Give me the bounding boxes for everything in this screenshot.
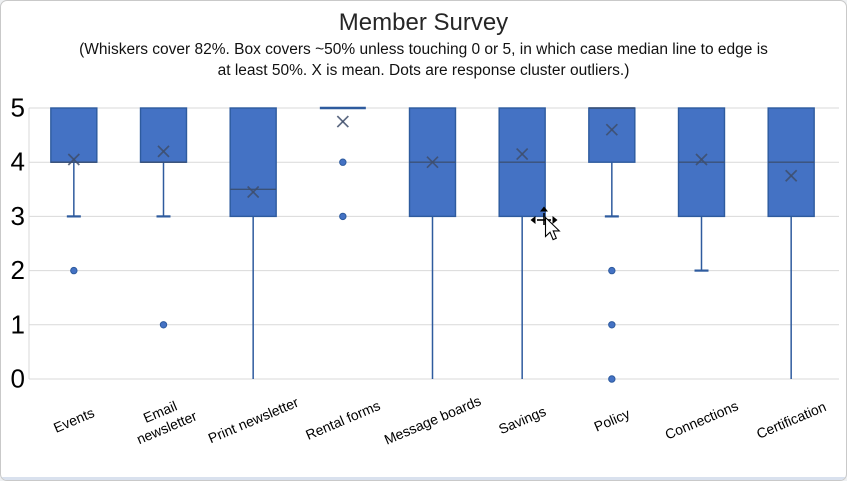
mean-x-marker [157,145,170,158]
outlier-dot [339,212,347,221]
mean-x-marker [67,153,80,166]
y-tick-label: 5 [11,93,25,123]
box [50,107,98,163]
svg-text:Rental forms: Rental forms [303,397,382,443]
subtitle-line-2: at least 50%. X is mean. Dots are respon… [217,62,630,79]
svg-text:Message boards: Message boards [382,392,484,447]
box-series-connections[interactable] [677,107,726,272]
box-series-email-newsletter[interactable] [139,107,188,329]
y-tick-label: 2 [11,255,25,285]
category-label-message-boards: Message boards [382,392,484,447]
mean-x-marker [785,169,798,182]
svg-text:Savings: Savings [496,403,548,437]
svg-text:Policy: Policy [592,405,633,434]
category-label-savings: Savings [496,403,548,437]
box-series-rental-forms[interactable] [319,106,366,221]
mean-x-marker [605,123,618,136]
mean-x-marker [695,153,708,166]
outlier-dot [608,266,616,275]
box [588,107,636,163]
outlier-dot [159,321,168,329]
category-label-policy: Policy [592,405,633,434]
category-label-rental-forms: Rental forms [303,397,382,443]
box [229,107,277,218]
category-label-events: Events [51,404,97,435]
subtitle-line-1: (Whiskers cover 82%. Box covers ~50% unl… [79,41,768,58]
svg-text:Connections: Connections [663,397,741,442]
svg-text:Events: Events [51,404,97,435]
box-series-events[interactable] [50,107,98,275]
category-label-connections: Connections [663,397,741,442]
svg-text:Certification: Certification [754,398,828,442]
outlier-dot [608,375,616,383]
svg-text:Print newsletter: Print newsletter [206,394,301,447]
outlier-dot [608,321,616,329]
y-tick-label: 4 [11,147,25,177]
mean-x-marker [247,185,260,199]
y-tick-label: 3 [11,201,25,231]
chart-subtitle: (Whiskers cover 82%. Box covers ~50% unl… [1,39,846,81]
box-series-print-newsletter[interactable] [229,107,277,379]
category-label-certification: Certification [754,398,828,442]
mean-x-marker [336,115,349,128]
box-series-message-boards[interactable] [408,107,457,379]
box [139,107,188,163]
box-series-policy[interactable] [588,107,636,383]
y-tick-label: 0 [11,364,25,394]
chart-title: Member Survey [338,9,509,36]
box-series-certification[interactable] [767,107,815,379]
mean-x-marker [426,156,439,169]
window-bottom-edge [1,477,846,480]
category-label-print-newsletter: Print newsletter [206,394,301,447]
outlier-dot [70,266,78,275]
outlier-dot [339,158,347,166]
mean-x-marker [516,147,529,161]
y-tick-label: 1 [11,309,25,339]
box-series-savings[interactable] [498,107,546,379]
